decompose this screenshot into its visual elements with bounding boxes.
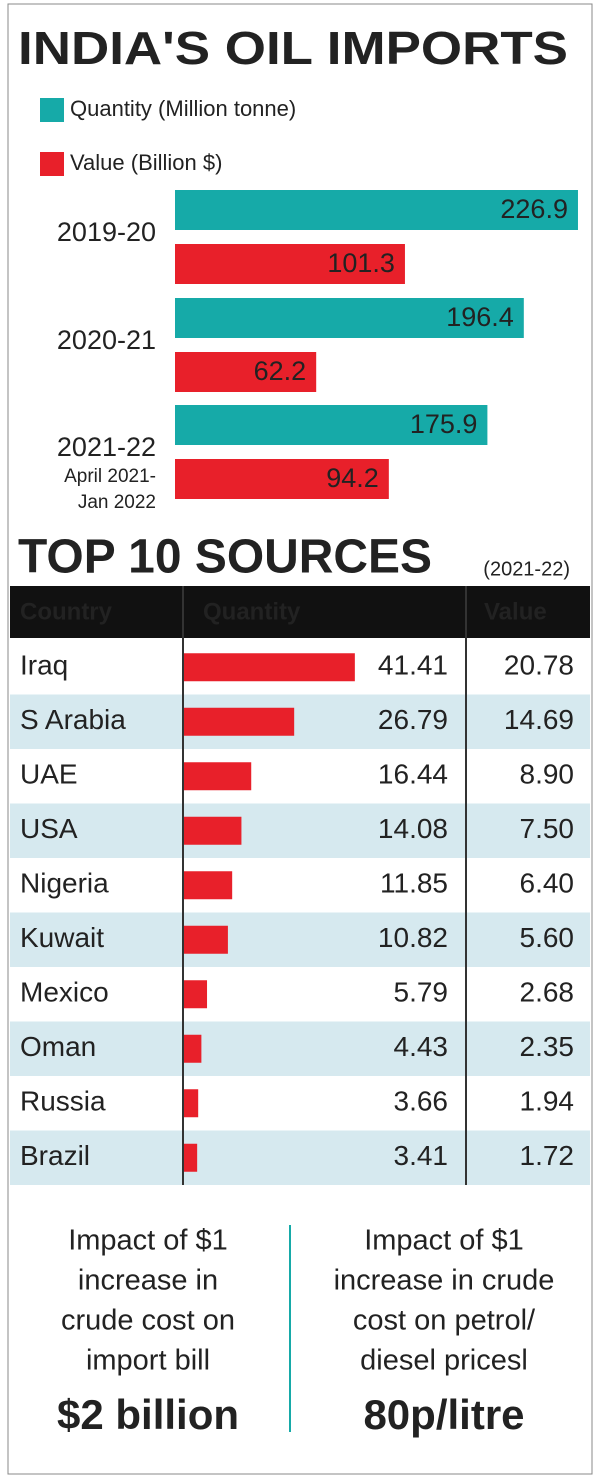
value-label: 62.2 <box>254 356 307 386</box>
row-band <box>10 803 590 858</box>
bar <box>183 1089 199 1118</box>
country-cell: Kuwait <box>20 922 104 953</box>
value-cell: 1.94 <box>520 1086 575 1117</box>
value-cell: 2.35 <box>520 1031 575 1062</box>
country-cell: S Arabia <box>20 704 126 735</box>
country-cell: USA <box>20 813 78 844</box>
bar <box>183 762 252 791</box>
row-band <box>10 1021 590 1076</box>
country-cell: Brazil <box>20 1140 90 1171</box>
country-cell: Nigeria <box>20 868 109 899</box>
impact-text: cost on petrol/ <box>353 1305 536 1337</box>
value-cell: 14.69 <box>504 704 574 735</box>
category-note: April 2021- <box>64 466 156 487</box>
category-label: 2019-20 <box>57 217 156 247</box>
impact-text: increase in crude <box>334 1265 555 1297</box>
row-band <box>10 1130 590 1185</box>
bar <box>175 352 317 392</box>
header-cell: Value <box>484 598 547 625</box>
country-cell: Russia <box>20 1086 106 1117</box>
value-label: 101.3 <box>327 248 395 278</box>
value-cell: 2.68 <box>520 977 575 1008</box>
value-label: 94.2 <box>326 463 379 493</box>
bar <box>183 980 208 1009</box>
value-cell: 6.40 <box>520 868 575 899</box>
legend-swatch <box>40 98 64 122</box>
country-cell: Iraq <box>20 650 68 681</box>
quantity-cell: 26.79 <box>378 704 448 735</box>
category-note: Jan 2022 <box>78 492 156 513</box>
quantity-cell: 11.85 <box>380 868 448 899</box>
table-title: TOP 10 SOURCES <box>18 531 432 584</box>
country-cell: Oman <box>20 1031 96 1062</box>
quantity-cell: 14.08 <box>378 813 448 844</box>
bar <box>183 925 228 954</box>
quantity-cell: 5.79 <box>394 977 449 1008</box>
quantity-cell: 41.41 <box>378 650 448 681</box>
impact-value: $2 billion <box>57 1391 239 1438</box>
country-cell: Mexico <box>20 977 109 1008</box>
value-cell: 7.50 <box>520 813 575 844</box>
bar <box>175 459 389 499</box>
impact-text: diesel pricesl <box>360 1345 528 1377</box>
quantity-cell: 16.44 <box>378 759 448 790</box>
value-cell: 5.60 <box>520 922 575 953</box>
header-cell: Country <box>20 598 113 625</box>
bar <box>175 190 578 230</box>
value-cell: 1.72 <box>520 1140 575 1171</box>
bar <box>183 707 295 736</box>
impact-text: Impact of $1 <box>68 1225 228 1257</box>
value-label: 196.4 <box>446 302 514 332</box>
category-label: 2020-21 <box>57 325 156 355</box>
value-cell: 8.90 <box>520 759 575 790</box>
bar <box>175 244 405 284</box>
value-label: 226.9 <box>500 194 568 224</box>
legend-label: Value (Billion $) <box>70 150 222 175</box>
quantity-cell: 4.43 <box>394 1031 449 1062</box>
category-label: 2021-22 <box>57 432 156 462</box>
value-cell: 20.78 <box>504 650 574 681</box>
legend-label: Quantity (Million tonne) <box>70 96 296 121</box>
quantity-cell: 3.66 <box>394 1086 449 1117</box>
bar <box>183 1034 202 1063</box>
row-band <box>10 912 590 967</box>
bar <box>183 816 242 845</box>
quantity-cell: 10.82 <box>378 922 448 953</box>
impact-text: import bill <box>86 1345 210 1377</box>
quantity-cell: 3.41 <box>394 1140 449 1171</box>
legend-swatch <box>40 152 64 176</box>
bar <box>183 871 233 900</box>
impact-value: 80p/litre <box>363 1391 524 1438</box>
impact-text: Impact of $1 <box>364 1225 524 1257</box>
table-subtitle: (2021-22) <box>483 558 570 580</box>
impact-text: crude cost on <box>61 1305 235 1337</box>
impact-text: increase in <box>78 1265 218 1297</box>
bar <box>183 1143 198 1172</box>
bar <box>183 653 355 682</box>
bar <box>175 298 524 338</box>
header-cell: Quantity <box>203 598 301 625</box>
header-row <box>10 586 590 638</box>
bar <box>175 405 488 445</box>
chart-title: INDIA'S OIL IMPORTS <box>18 22 568 74</box>
country-cell: UAE <box>20 759 78 790</box>
row-band <box>10 694 590 749</box>
value-label: 175.9 <box>410 409 478 439</box>
